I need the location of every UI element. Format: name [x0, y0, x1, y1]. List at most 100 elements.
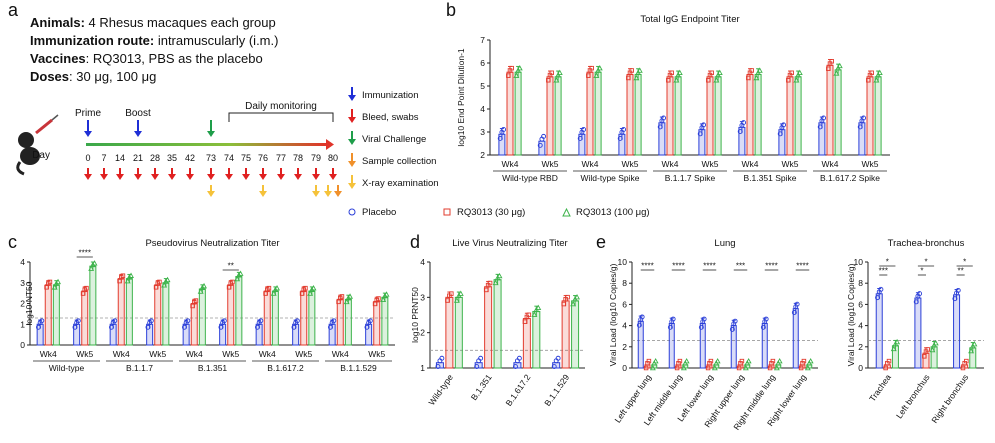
- bar-e2-2-0: [953, 294, 961, 369]
- bleed-arrow-74: [225, 168, 233, 180]
- point-d: [522, 319, 528, 324]
- y-tick-label-d: 2: [420, 328, 425, 338]
- y-label-b: log10 End Point Dilution-1: [456, 48, 466, 147]
- day-tick-80: 80: [328, 153, 338, 163]
- point-c: [367, 318, 373, 324]
- point-d: [435, 364, 441, 369]
- bar-c-8-2: [344, 298, 352, 346]
- y-tick-label-e1: 6: [622, 299, 627, 309]
- bar-e2-0-0: [875, 293, 883, 369]
- bar-b-6-1: [746, 74, 754, 156]
- y-tick-label-e1: 4: [622, 321, 627, 331]
- x-tick-label-d: B.1.351: [469, 372, 494, 402]
- point-b: [676, 69, 683, 76]
- bar-c-4-1: [190, 303, 198, 346]
- point-b: [876, 69, 883, 76]
- panel-d-letter: d: [410, 232, 421, 252]
- point-e1: [701, 316, 707, 322]
- y-label-e1: Viral Load (log10 Copies/g): [608, 263, 618, 366]
- point-d: [551, 364, 557, 369]
- point-b: [793, 77, 800, 83]
- xray-arrow-79-head: [312, 191, 320, 197]
- bar-d-2-2: [532, 310, 541, 369]
- point-c: [221, 318, 227, 324]
- y-label-d: log10 PRNT50: [410, 287, 420, 343]
- bar-c-2-1: [117, 278, 125, 346]
- point-c: [291, 324, 297, 330]
- point-c: [128, 272, 134, 278]
- challenge-arrow: [207, 120, 215, 137]
- bar-b-8-2: [834, 69, 842, 156]
- bleed-arrow-75: [242, 168, 250, 180]
- bar-e1-2-0: [699, 322, 706, 369]
- bleed-arrow-79-head: [312, 174, 320, 180]
- bar-d-3-1: [561, 300, 570, 369]
- y-tick-label-b: 6: [480, 58, 485, 68]
- timeline-legend-2: Viral Challenge: [362, 134, 426, 145]
- point-d: [555, 355, 561, 361]
- timeline-legend-arrow-3-head: [348, 161, 356, 167]
- bar-c-2-2: [125, 278, 133, 346]
- bleed-arrow-14: [116, 168, 124, 180]
- bar-c-6-2: [271, 290, 279, 346]
- point-e1: [770, 358, 776, 364]
- legend-label-placebo: Placebo: [362, 207, 396, 218]
- point-c: [364, 324, 370, 330]
- point-c: [148, 318, 154, 324]
- point-c: [380, 296, 387, 303]
- point-b: [673, 77, 680, 83]
- day-tick-74: 74: [224, 153, 234, 163]
- day-label: Day: [32, 150, 50, 161]
- point-b: [857, 124, 863, 130]
- point-c: [234, 275, 241, 282]
- monitoring-bracket: [228, 112, 334, 122]
- point-b: [706, 77, 711, 83]
- y-tick-label-e1: 10: [618, 257, 628, 267]
- timeline-legend-arrow-0-head: [348, 95, 356, 101]
- point-c: [124, 277, 131, 284]
- timeline-arrowhead: [326, 139, 334, 150]
- x-tick-label-c: Wk5: [222, 349, 239, 359]
- point-c: [339, 294, 345, 299]
- point-d: [492, 279, 499, 286]
- bar-c-5-2: [235, 276, 243, 346]
- bar-b-7-2: [794, 76, 802, 156]
- bleed-arrow-42-head: [186, 174, 194, 180]
- point-b: [629, 68, 634, 73]
- sig-label-e2: **: [957, 267, 963, 276]
- point-e2: [890, 345, 897, 352]
- info-doses: Doses: 30 μg, 100 μg: [30, 69, 157, 84]
- point-c: [161, 282, 168, 288]
- y-tick-label-b: 5: [480, 81, 485, 91]
- sig-label-e1: ***: [736, 262, 745, 271]
- point-b: [709, 70, 714, 76]
- xray-arrow-76-head: [259, 191, 267, 197]
- challenge-arrow-head: [207, 131, 215, 137]
- x-tick-label-b: Wk5: [702, 159, 719, 169]
- sig-label-e2: ***: [879, 267, 888, 276]
- point-b: [746, 75, 751, 81]
- point-c: [201, 282, 207, 289]
- timeline-legend-arrow-1-head: [348, 117, 356, 123]
- sig-label-e2: *: [963, 258, 966, 267]
- point-e2: [932, 339, 939, 346]
- point-b: [666, 77, 671, 83]
- bleed-arrow-0: [84, 168, 92, 180]
- bar-b-3-1: [626, 74, 634, 156]
- y-tick-label-c: 1: [20, 319, 25, 329]
- group-label-b: B.1.617.2 Spike: [820, 173, 880, 183]
- x-tick-label-b: Wk5: [622, 159, 639, 169]
- point-b: [577, 135, 583, 141]
- point-e1: [670, 316, 676, 322]
- bar-b-2-2: [594, 71, 602, 156]
- bar-d-3-2: [571, 300, 580, 369]
- bar-c-1-1: [81, 290, 89, 346]
- point-b: [701, 122, 707, 128]
- point-b: [589, 65, 594, 71]
- monkey-tail: [16, 161, 25, 176]
- timeline-legend-arrow-2-head: [348, 139, 356, 145]
- point-d: [565, 294, 570, 300]
- monkey-body: [20, 147, 40, 165]
